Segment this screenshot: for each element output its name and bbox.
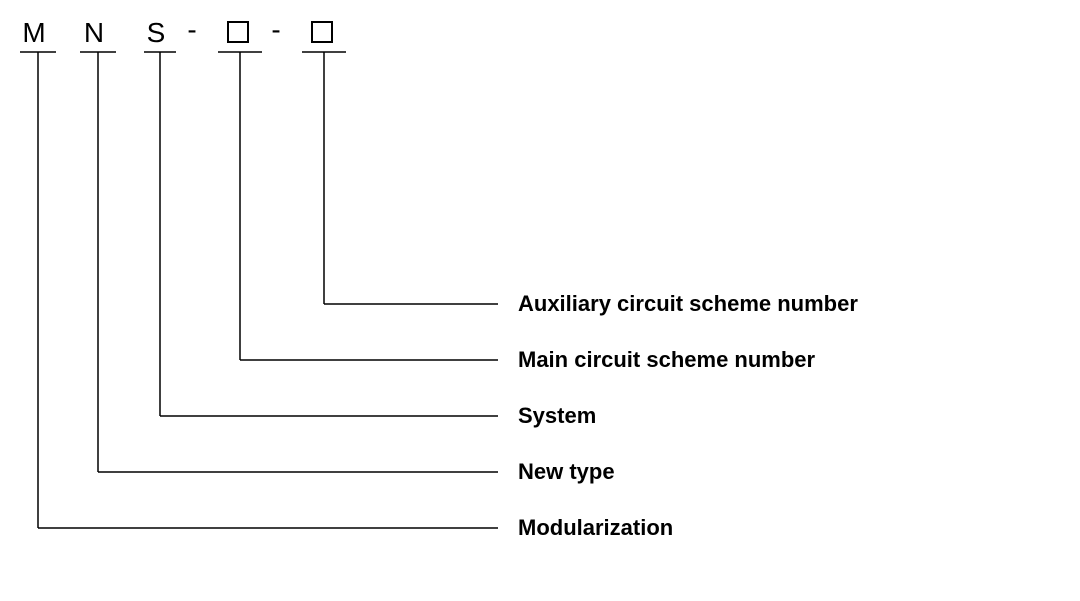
breakdown-label: New type [518,459,615,484]
code-breakdown-diagram: M Modularization N New type S System - Main cir… [0,0,1080,601]
code-char-M: M [22,17,45,48]
breakdown-label: System [518,403,596,428]
placeholder-box [312,22,332,42]
breakdown-label: Auxiliary circuit scheme number [518,291,858,316]
code-dash: - [187,14,196,45]
code-dash: - [271,14,280,45]
code-char-S: S [147,17,166,48]
placeholder-box [228,22,248,42]
breakdown-label: Main circuit scheme number [518,347,816,372]
breakdown-label: Modularization [518,515,673,540]
code-char-N: N [84,17,104,48]
